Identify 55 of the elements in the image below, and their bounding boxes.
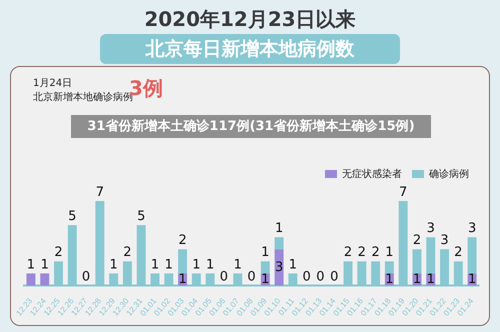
data-label: 2 [178,233,187,248]
data-label: 1 [206,257,214,272]
data-label: 5 [137,209,146,224]
bar [178,249,188,274]
data-label: 1 [164,257,173,272]
data-label: 1 [468,272,476,287]
data-label: 1 [274,221,284,236]
data-label: 1 [178,272,187,287]
data-label: 0 [316,269,325,284]
bar [40,273,50,286]
bar [384,261,394,274]
data-label: 0 [302,269,311,284]
data-label: 2 [371,245,380,260]
data-label: 3 [440,233,449,248]
data-label: 1 [412,272,422,287]
bar [260,261,270,274]
data-label: 0 [247,269,256,284]
chart-title: 2020年12月23日以来 [143,6,357,32]
data-label: 1 [150,257,160,272]
data-label: 2 [344,245,352,260]
data-label: 2 [358,245,366,260]
data-label: 0 [220,269,228,284]
bar [274,237,284,250]
data-label: 5 [68,209,76,224]
data-label: 3 [468,221,476,236]
data-label: 3 [274,260,284,275]
text: 31省份新增本土确诊117例(31省份新增本土确诊15例) [71,115,431,138]
chart-subtitle: 北京每日新增本地病例数 [100,34,400,64]
data-label: 1 [192,257,201,272]
data-label: 1 [426,272,435,287]
data-label: 0 [330,269,338,284]
data-label: 1 [261,272,270,287]
data-label: 1 [385,272,394,287]
data-label: 2 [454,245,462,260]
data-label: 0 [82,269,90,284]
data-label: 1 [40,257,49,272]
legend-label: 无症状感染者 [342,168,402,180]
data-label: 7 [96,184,104,200]
legend-label: 确诊病例 [428,168,469,180]
data-label: 1 [385,245,394,260]
bar [26,273,36,286]
data-label: 2 [123,245,132,260]
data-label: 2 [412,233,422,248]
bar [426,237,436,274]
data-label: 1 [261,245,270,260]
text: 1月24日 [33,78,72,89]
bar [412,249,422,274]
bar [468,237,477,274]
data-label: 2 [54,245,63,260]
data-label: 1 [288,257,298,272]
data-label: 1 [26,257,36,272]
data-label: 1 [234,257,242,272]
data-label: 7 [399,184,408,200]
data-label: 3 [426,221,435,236]
data-label: 1 [110,257,118,272]
